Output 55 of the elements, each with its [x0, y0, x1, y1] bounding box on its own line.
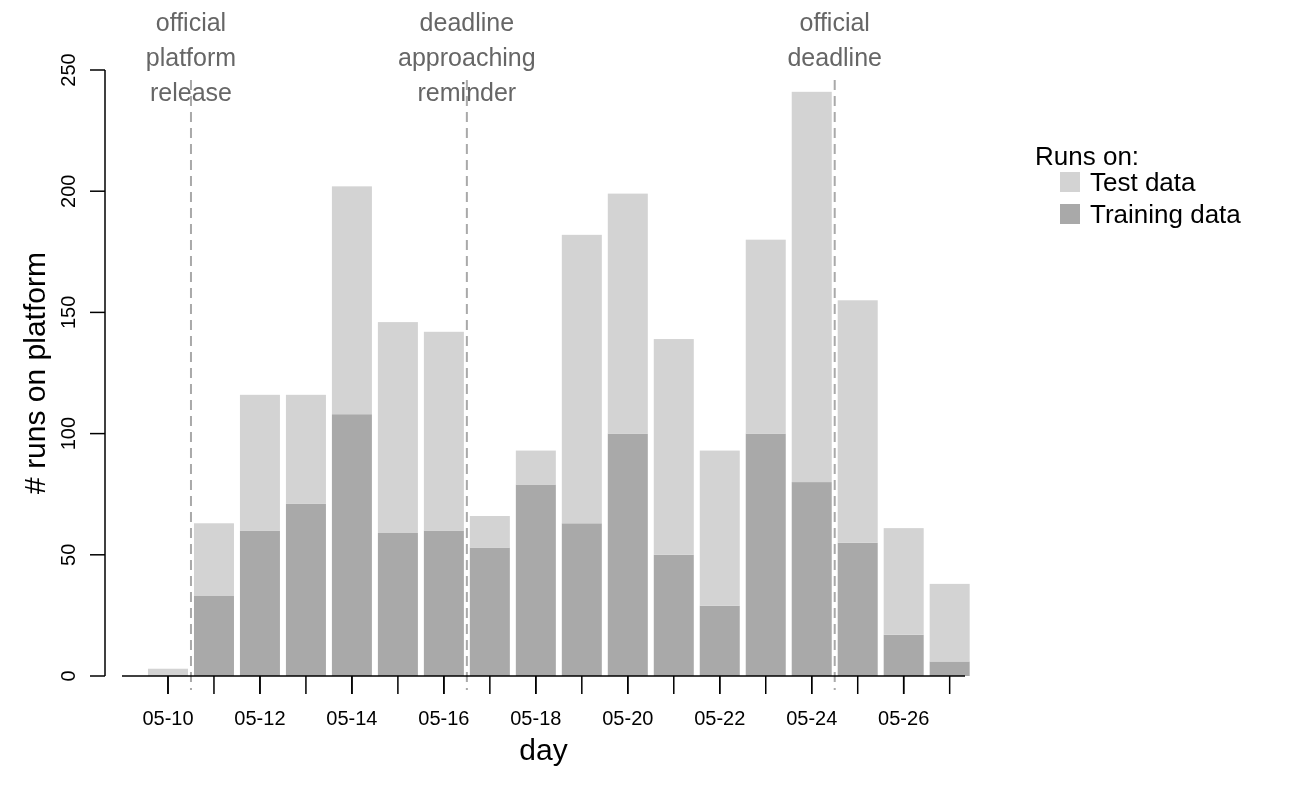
bar [515, 484, 556, 676]
x-tick-label: 05-16 [418, 707, 470, 729]
x-tick-label: 05-10 [142, 707, 194, 729]
bar [423, 331, 464, 531]
y-tick-label: 100 [57, 416, 79, 451]
x-tick-label: 05-20 [602, 707, 654, 729]
legend-label: Training data [1090, 199, 1242, 229]
x-tick-label: 05-12 [234, 707, 286, 729]
bar [469, 516, 510, 548]
bar [607, 193, 648, 434]
x-tick-label: 05-14 [326, 707, 378, 729]
bar [331, 414, 372, 676]
bar [561, 234, 602, 524]
bar [745, 239, 786, 434]
y-tick-label: 200 [57, 174, 79, 208]
bar [699, 450, 740, 606]
x-tick-label: 05-18 [510, 707, 562, 729]
bar [239, 530, 280, 676]
x-tick-label: 05-26 [878, 707, 930, 729]
bar [423, 530, 464, 676]
bar [469, 547, 510, 676]
x-tick-label: 05-24 [786, 707, 838, 729]
bar [285, 394, 326, 504]
bar [883, 528, 924, 635]
bar [791, 482, 832, 676]
y-tick-label: 50 [57, 543, 79, 566]
bar [883, 634, 924, 676]
bar [607, 433, 648, 676]
bar [653, 339, 694, 555]
bar [377, 322, 418, 533]
bar [929, 661, 970, 676]
y-axis-title: # runs on platform [18, 252, 51, 494]
bar [285, 503, 326, 676]
x-axis-title: day [519, 733, 568, 766]
y-tick-label: 250 [57, 53, 79, 87]
y-tick-label: 150 [57, 295, 79, 330]
ref-line-label: official platform release [145, 8, 237, 106]
bar [745, 433, 786, 676]
ref-line-label: official deadline [787, 8, 882, 71]
bar [561, 523, 602, 676]
bar [515, 450, 556, 485]
bar [791, 91, 832, 483]
bar [929, 583, 970, 662]
bar [239, 394, 280, 531]
x-tick-label: 05-22 [694, 707, 746, 729]
y-tick-label: 0 [57, 670, 79, 682]
bar [837, 542, 878, 676]
bar [331, 186, 372, 415]
ref-line-label: deadline approaching reminder [398, 8, 536, 106]
bar [837, 300, 878, 543]
bar [193, 596, 234, 676]
bar [653, 554, 694, 676]
bar [699, 605, 740, 676]
bar [377, 532, 418, 676]
bar [193, 523, 234, 597]
